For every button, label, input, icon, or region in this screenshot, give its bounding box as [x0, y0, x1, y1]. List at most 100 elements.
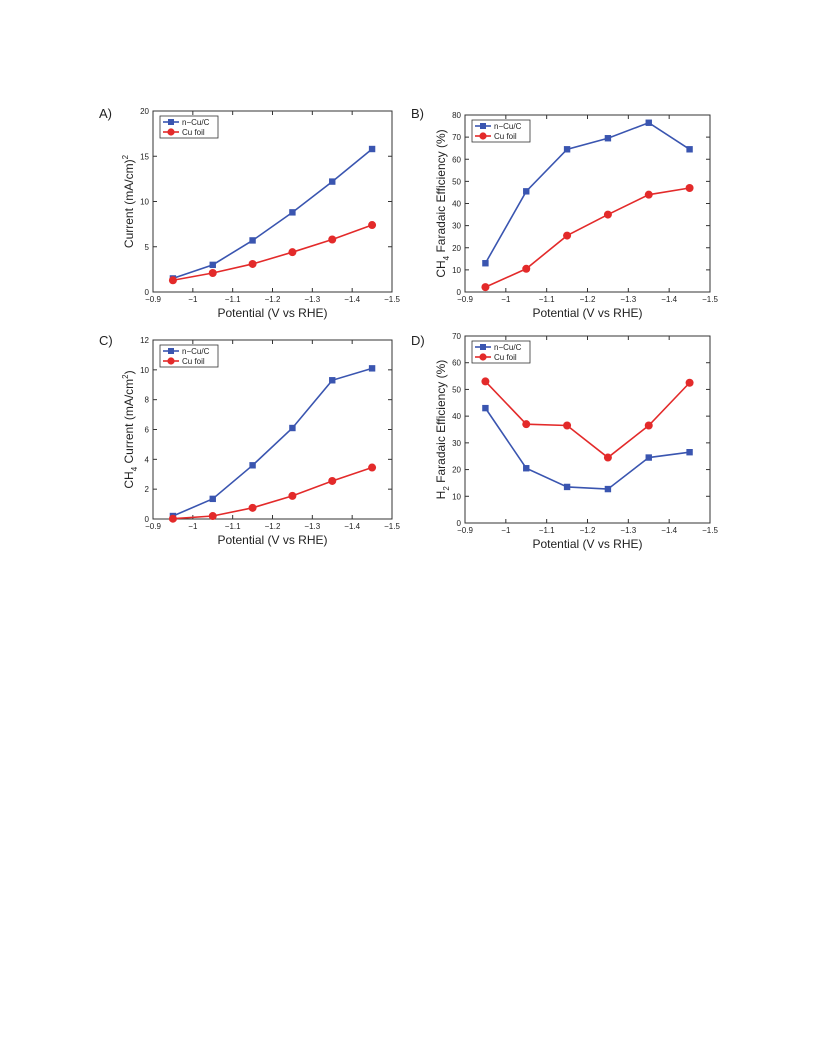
- y-tick-label: 30: [452, 222, 461, 231]
- data-point-n-cu-c: [368, 145, 376, 153]
- data-point-cu-foil: [168, 514, 177, 523]
- data-point-cu-foil: [644, 190, 653, 199]
- data-point-n-cu-c: [329, 178, 336, 185]
- y-tick-label: 40: [452, 200, 461, 209]
- x-tick-label: −1.1: [539, 526, 555, 535]
- data-point-cu-foil: [288, 491, 297, 500]
- x-tick-label: −0.9: [457, 295, 473, 304]
- y-axis-label: CH4 Faradaic Efficiency (%): [434, 129, 451, 277]
- legend-label: Cu foil: [494, 132, 517, 141]
- x-tick-label: −1.1: [225, 522, 241, 531]
- data-point-n-cu-c: [604, 135, 612, 142]
- y-tick-label: 40: [452, 412, 461, 421]
- series-line-n-cu-c: [172, 148, 373, 280]
- y-tick-label: 70: [452, 133, 461, 142]
- y-tick-label: 10: [452, 492, 461, 501]
- legend-label: n−Cu/C: [494, 343, 522, 352]
- data-point-n-cu-c: [645, 454, 652, 461]
- data-point-cu-foil: [563, 231, 572, 240]
- x-tick-label: −1.3: [620, 526, 636, 535]
- data-point-n-cu-c: [329, 377, 336, 384]
- x-tick-label: −1.4: [344, 295, 360, 304]
- series-line-cu-foil: [485, 187, 690, 288]
- y-tick-label: 50: [452, 385, 461, 394]
- data-point-n-cu-c: [289, 424, 296, 432]
- data-point-n-cu-c: [686, 146, 693, 153]
- data-point-n-cu-c: [209, 261, 216, 269]
- y-tick-label: 6: [145, 426, 150, 435]
- x-tick-label: −1.4: [661, 295, 677, 304]
- series-line-cu-foil: [484, 380, 691, 459]
- y-axis-label: H2 Faradaic Efficiency (%): [434, 360, 451, 500]
- legend-label: n−Cu/C: [182, 347, 210, 356]
- x-tick-label: −1: [188, 295, 198, 304]
- data-point-cu-foil: [288, 248, 297, 257]
- chart-c: C) −0.9 −1 −1.1 −1.2 −1.3 −1.4 −1.5 0 2 4 6 8 10 12 Pot…: [99, 333, 400, 547]
- x-tick-label: −1.2: [580, 526, 596, 535]
- x-tick-label: −1.1: [539, 295, 555, 304]
- data-point-n-cu-c: [368, 365, 376, 372]
- x-tick-label: −1.5: [384, 522, 400, 531]
- y-tick-label: 30: [452, 439, 461, 448]
- y-tick-label: 0: [457, 519, 462, 528]
- x-axis-label: Potential (V vs RHE): [532, 306, 642, 320]
- y-tick-label: 15: [140, 152, 149, 161]
- series-line-cu-foil: [172, 224, 373, 282]
- data-point-n-cu-c: [563, 146, 571, 153]
- data-point-cu-foil: [168, 276, 177, 285]
- data-point-cu-foil: [481, 377, 490, 386]
- data-point-cu-foil: [248, 259, 257, 268]
- data-point-n-cu-c: [482, 260, 489, 267]
- x-tick-label: −1: [501, 295, 511, 304]
- data-point-n-cu-c: [645, 119, 652, 126]
- y-tick-label: 60: [452, 359, 461, 368]
- panel-label: A): [99, 106, 112, 121]
- x-tick-label: −1: [501, 526, 511, 535]
- plot-frame: [464, 335, 711, 524]
- y-tick-label: 2: [145, 485, 150, 494]
- data-point-cu-foil: [522, 264, 531, 273]
- y-tick-label: 5: [145, 243, 150, 252]
- y-tick-label: 20: [452, 244, 461, 253]
- data-point-cu-foil: [208, 512, 217, 521]
- y-tick-label: 70: [452, 332, 461, 341]
- data-point-cu-foil: [481, 283, 490, 292]
- data-point-cu-foil: [368, 221, 377, 230]
- y-tick-label: 4: [145, 455, 150, 464]
- x-tick-label: −1.3: [304, 295, 320, 304]
- y-axis-label: Current (mA/cm)2: [121, 154, 136, 248]
- y-tick-label: 0: [145, 288, 150, 297]
- data-point-cu-foil: [328, 235, 337, 244]
- panel-label: D): [411, 333, 425, 348]
- legend-label: Cu foil: [182, 357, 205, 366]
- series-line-n-cu-c: [484, 407, 690, 490]
- data-point-cu-foil: [208, 268, 217, 277]
- chart-d: D) −0.9 −1 −1.1 −1.2 −1.3 −1.4 −1.5 0 10 20 30 40 50 6…: [411, 332, 718, 551]
- legend-marker-circle: [479, 353, 487, 361]
- x-axis-label: Potential (V vs RHE): [532, 537, 642, 551]
- x-tick-label: −1.4: [661, 526, 677, 535]
- x-tick-label: −1.2: [580, 295, 596, 304]
- data-point-cu-foil: [248, 503, 257, 512]
- x-tick-label: −0.9: [457, 526, 473, 535]
- x-tick-label: −0.9: [145, 522, 161, 531]
- chart-b: B) −0.9 −1 −1.1 −1.2 −1.3 −1.4 −1.5 0 10 20 30 40 50 6…: [411, 106, 718, 320]
- data-point-n-cu-c: [209, 495, 216, 503]
- y-axis-label: CH4 Current (mA/cm2): [121, 370, 139, 488]
- data-point-n-cu-c: [482, 404, 489, 412]
- panel-label: B): [411, 106, 424, 121]
- x-tick-label: −1.5: [384, 295, 400, 304]
- data-point-cu-foil: [368, 463, 377, 472]
- data-point-cu-foil: [328, 476, 337, 485]
- data-point-n-cu-c: [289, 209, 296, 216]
- legend-label: Cu foil: [494, 353, 517, 362]
- legend-label: Cu foil: [182, 128, 205, 137]
- legend-marker-square: [168, 348, 174, 354]
- y-tick-label: 20: [140, 107, 149, 116]
- legend-marker-circle: [479, 132, 487, 140]
- data-point-cu-foil: [685, 184, 694, 193]
- legend-marker-circle: [167, 128, 175, 136]
- data-point-cu-foil: [685, 378, 694, 387]
- x-tick-label: −1.3: [620, 295, 636, 304]
- chart-a: A) −0.9 −1 −1.1 −1.2 −1.3 −1.4 −1.5 0 5 10 15 20 Pote…: [99, 106, 400, 320]
